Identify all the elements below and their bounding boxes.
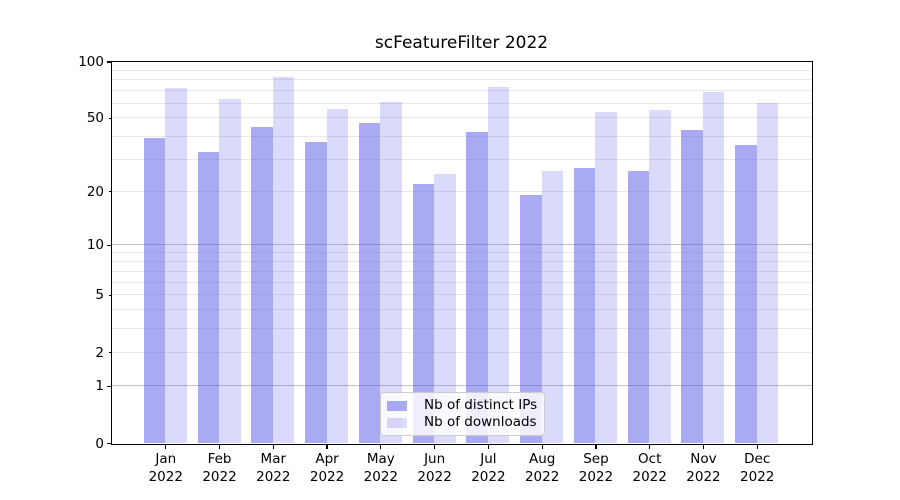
ytick-100	[107, 61, 112, 63]
ytick-1	[107, 385, 112, 387]
xtick-dec	[756, 444, 758, 449]
gridline-minor-y7	[111, 270, 812, 272]
bar-series1-sep	[595, 111, 617, 443]
bar-series0-dec	[735, 144, 757, 443]
ytick-0	[107, 442, 112, 445]
legend-swatch-distinct-ips	[387, 400, 407, 411]
gridline-minor-y20	[111, 190, 812, 192]
xtick-apr	[326, 444, 328, 449]
xtick-sep	[595, 444, 597, 449]
xtick-oct	[649, 444, 651, 449]
bar-series0-jul	[466, 132, 488, 443]
xtick-label-sep: Sep 2022	[578, 451, 614, 485]
ytick-20	[108, 191, 112, 193]
gridline-major-y10	[111, 244, 812, 246]
bar-series0-feb	[197, 151, 220, 443]
ytick-label-20: 20	[86, 183, 104, 200]
gridline-minor-y60	[111, 102, 812, 104]
bar-series1-may	[380, 101, 402, 443]
xtick-mar	[272, 444, 274, 449]
xtick-label-dec: Dec 2022	[740, 451, 775, 485]
bar-series0-nov	[681, 130, 703, 443]
xtick-label-feb: Feb 2022	[202, 451, 237, 485]
ytick-label-10: 10	[86, 237, 104, 254]
xtick-label-jul: Jul 2022	[471, 451, 506, 485]
bar-series0-sep	[573, 167, 596, 443]
ytick-label-100: 100	[78, 54, 104, 70]
legend-swatch-downloads	[387, 417, 407, 428]
xtick-label-nov: Nov 2022	[686, 451, 721, 485]
plot-area	[110, 60, 813, 445]
xtick-label-jun: Jun 2022	[417, 451, 452, 485]
ytick-50	[108, 117, 112, 120]
chart-title: scFeatureFilter 2022	[374, 33, 549, 53]
ytick-2	[108, 352, 112, 354]
bar-series1-jan	[165, 88, 187, 443]
gridline-minor-y5	[111, 294, 812, 296]
xtick-jul	[487, 444, 490, 449]
bar-series0-apr	[305, 142, 327, 443]
bar-series1-apr	[326, 108, 349, 443]
gridline-minor-y4	[111, 309, 812, 311]
bar-series0-jan	[143, 138, 166, 443]
bar-series1-dec	[756, 103, 779, 443]
bar-series0-mar	[251, 126, 273, 443]
xtick-label-aug: Aug 2022	[524, 451, 560, 485]
gridline-minor-y80	[111, 79, 812, 81]
legend-item-downloads: Nb of downloads	[387, 415, 537, 430]
gridline-minor-y70	[111, 90, 812, 92]
gridline-minor-y50	[111, 117, 812, 119]
xtick-label-oct: Oct 2022	[632, 451, 667, 485]
bar-series0-may	[358, 122, 381, 443]
gridline-minor-y9	[111, 252, 812, 254]
xtick-label-may: May 2022	[363, 451, 399, 485]
ytick-label-2: 2	[95, 344, 104, 361]
gridline-minor-y6	[111, 281, 812, 283]
xtick-jan	[165, 444, 167, 449]
legend: Nb of distinct IPs Nb of downloads	[380, 392, 545, 436]
gridline-minor-y8	[111, 260, 812, 262]
legend-label-distinct-ips: Nb of distinct IPs	[424, 397, 538, 413]
ytick-10	[107, 244, 112, 246]
xtick-aug	[541, 444, 543, 449]
ytick-label-5: 5	[95, 287, 104, 304]
xtick-label-apr: Apr 2022	[309, 451, 345, 485]
gridline-major-y1	[111, 385, 812, 387]
bar-series1-jul	[487, 87, 510, 443]
bar-series1-oct	[649, 110, 671, 443]
ytick-label-1: 1	[95, 378, 104, 395]
xtick-jun	[433, 444, 436, 449]
bar-series1-jun	[434, 173, 456, 443]
gridline-minor-y40	[111, 135, 812, 137]
gridline-minor-y90	[111, 69, 812, 71]
ytick-label-50: 50	[86, 110, 104, 127]
legend-label-downloads: Nb of downloads	[424, 414, 537, 430]
xtick-label-jan: Jan 2022	[148, 451, 183, 485]
bar-series1-feb	[219, 99, 241, 443]
xtick-label-mar: Mar 2022	[256, 451, 291, 485]
bar-series0-jun	[412, 183, 435, 443]
gridline-minor-y3	[111, 327, 812, 329]
bar-series1-nov	[702, 91, 725, 443]
xtick-feb	[218, 444, 221, 449]
xtick-may	[380, 444, 382, 449]
gridline-minor-y2	[111, 351, 812, 353]
bar-series1-mar	[272, 76, 295, 443]
xtick-nov	[702, 444, 705, 449]
bar-series1-aug	[541, 170, 564, 443]
ytick-5	[108, 294, 112, 297]
bar-series0-oct	[627, 170, 650, 443]
gridline-minor-y30	[111, 158, 812, 160]
bar-series0-aug	[520, 195, 542, 443]
legend-item-distinct-ips: Nb of distinct IPs	[387, 398, 537, 413]
ytick-label-0: 0	[95, 435, 104, 452]
